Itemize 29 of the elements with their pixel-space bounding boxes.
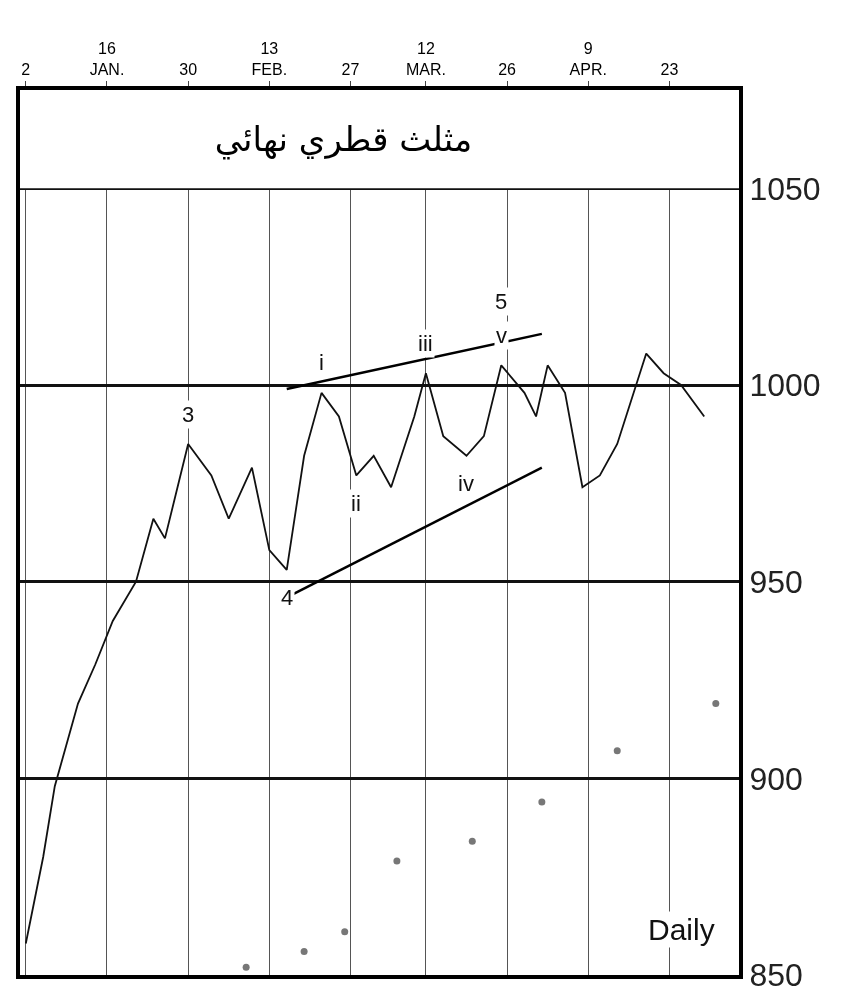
annotation: ii (351, 491, 361, 516)
x-tick-label: 30 (179, 60, 198, 78)
y-tick-label: 950 (749, 563, 803, 600)
x-tick-label: 9 APR. (569, 39, 607, 78)
annotation: 4 (281, 585, 294, 610)
x-tick-label: 12 MAR. (405, 39, 446, 78)
y-tick-label: 900 (749, 760, 803, 797)
x-tick-label: 23 (660, 60, 679, 78)
x-tick-label: 2 (21, 60, 31, 78)
point (242, 963, 250, 971)
annotation: 3 (182, 402, 195, 427)
x-tick-label: 26 (498, 60, 517, 78)
text: مثلث قطري نهائي (214, 119, 473, 161)
annotation: iv (458, 471, 474, 496)
annotation: iii (418, 331, 433, 356)
annotation: Daily (648, 913, 715, 946)
point (613, 747, 621, 755)
annotation: v (496, 323, 507, 348)
x-tick-label: 16 JAN. (89, 39, 125, 78)
point (538, 798, 546, 806)
x-tick-label: 27 (341, 60, 360, 78)
y-tick-label: 1050 (749, 170, 821, 207)
y-tick-label: 1000 (749, 367, 821, 404)
annotation: i (319, 350, 324, 375)
y-tick-label: 850 (749, 957, 803, 994)
point (300, 947, 308, 955)
point (341, 928, 349, 936)
x-tick-label: 13 FEB. (251, 39, 288, 78)
annotation: 5 (495, 289, 508, 314)
